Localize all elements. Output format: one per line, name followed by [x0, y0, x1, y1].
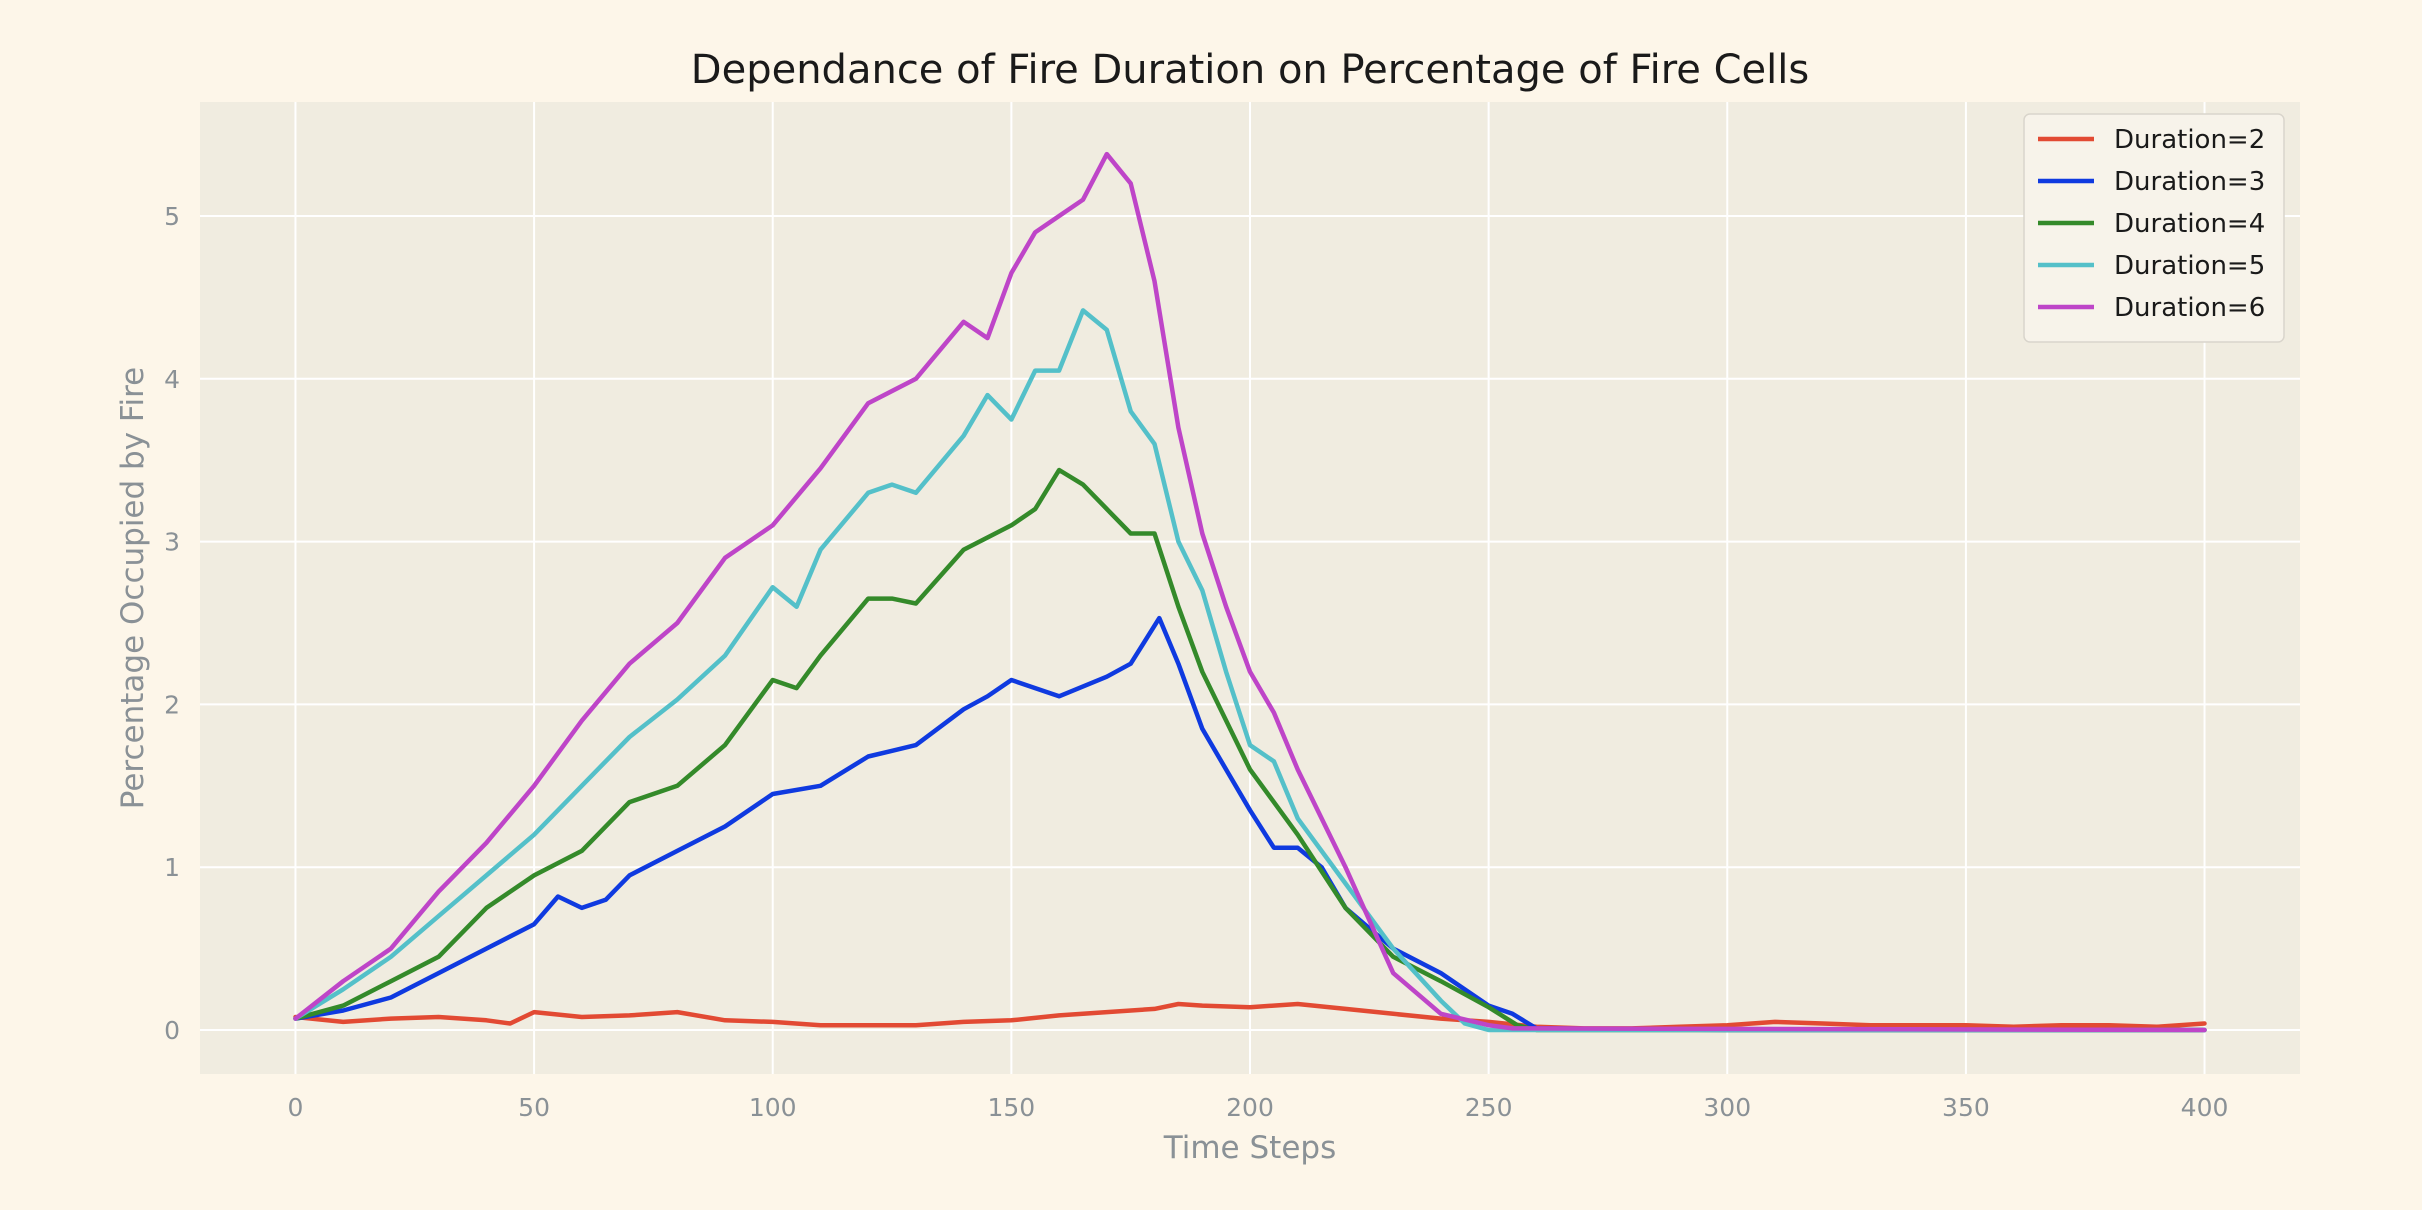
series-line-3: [293, 467, 2207, 1033]
series-line-1: [293, 1001, 2207, 1031]
series-line-4: [293, 308, 2207, 1033]
x-tick-labels: 0 50 100 150 200 250 300 350 400: [288, 1093, 2229, 1122]
legend-label: Duration=6: [2114, 293, 2265, 323]
legend-label: Duration=4: [2114, 209, 2265, 239]
x-tick-label: 150: [988, 1093, 1036, 1122]
legend-box: [2023, 113, 2285, 343]
chart-title: Dependance of Fire Duration on Percentag…: [691, 47, 1809, 93]
legend-label: Duration=5: [2114, 251, 2265, 281]
legend: Duration=2 Duration=3 Duration=4 Duration=5…: [2023, 113, 2285, 343]
series-line-5: [293, 151, 2207, 1033]
x-axis-label: Time Steps: [1163, 1130, 1336, 1166]
y-tick-label: 1: [164, 853, 180, 882]
series-lines: [293, 151, 2207, 1033]
legend-label: Duration=3: [2114, 167, 2265, 197]
x-tick-label: 50: [518, 1093, 550, 1122]
x-tick-label: 100: [749, 1093, 797, 1122]
y-tick-labels: 0 1 2 3 4 5: [164, 202, 180, 1045]
x-tick-label: 350: [1942, 1093, 1990, 1122]
y-tick-label: 4: [164, 365, 180, 394]
legend-label: Duration=2: [2114, 125, 2265, 155]
x-tick-label: 400: [2181, 1093, 2229, 1122]
series-line-2: [293, 615, 2207, 1033]
y-tick-label: 2: [164, 690, 180, 719]
x-tick-label: 300: [1703, 1093, 1751, 1122]
x-tick-label: 200: [1226, 1093, 1274, 1122]
y-axis-label: Percentage Occupied by Fire: [115, 367, 151, 809]
x-tick-label: 0: [288, 1093, 304, 1122]
y-tick-label: 0: [164, 1016, 180, 1045]
y-tick-label: 5: [164, 202, 180, 231]
x-tick-label: 250: [1465, 1093, 1513, 1122]
y-tick-label: 3: [164, 528, 180, 557]
